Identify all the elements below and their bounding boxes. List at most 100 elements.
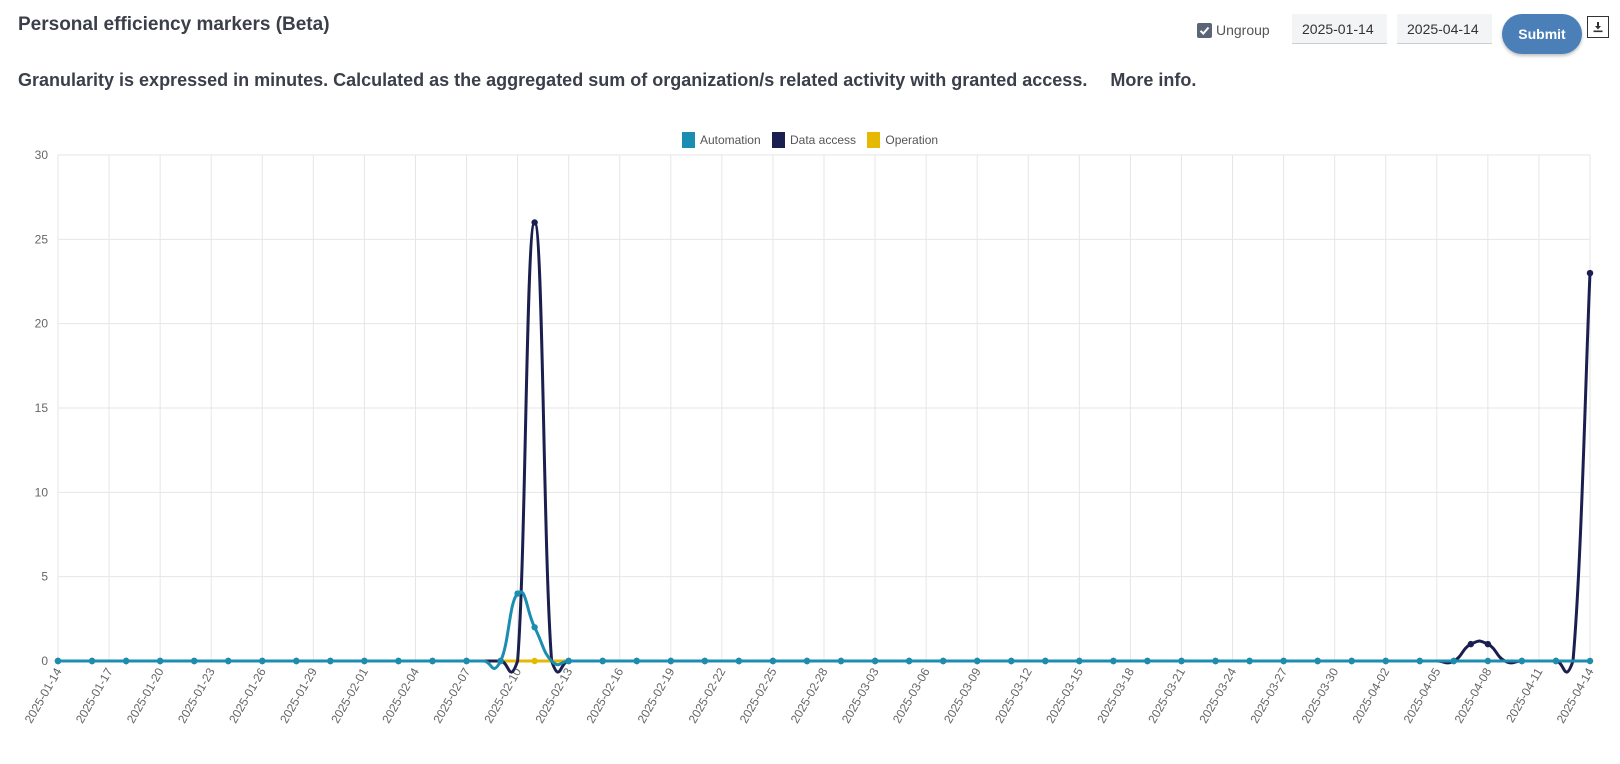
x-tick-label: 2025-01-14 — [22, 665, 65, 725]
data-point — [463, 657, 470, 665]
data-point — [514, 590, 521, 597]
data-point — [54, 657, 62, 665]
end-date-input[interactable] — [1397, 14, 1492, 44]
legend-label: Data access — [789, 133, 857, 147]
x-tick-label: 2025-01-29 — [277, 665, 320, 725]
x-tick-label: 2025-02-25 — [737, 665, 780, 725]
data-point — [1110, 657, 1117, 665]
x-tick-label: 2025-02-16 — [584, 665, 627, 725]
x-tick-label: 2025-02-10 — [481, 665, 524, 725]
data-point — [1518, 657, 1526, 665]
x-tick-label: 2025-03-09 — [941, 665, 984, 725]
data-point — [190, 657, 198, 665]
legend-swatch-automation — [681, 132, 695, 148]
data-point — [939, 657, 947, 665]
data-point — [735, 657, 743, 665]
data-point — [565, 657, 572, 665]
y-tick-label: 5 — [41, 570, 48, 584]
series-line — [57, 590, 1590, 670]
data-point — [531, 657, 538, 665]
ungroup-checkbox[interactable] — [1197, 22, 1212, 38]
y-tick-label: 30 — [35, 148, 49, 162]
data-point — [667, 657, 674, 665]
submit-button[interactable]: Submit — [1502, 14, 1582, 54]
page-title: Personal efficiency markers (Beta) — [18, 14, 330, 35]
x-tick-label: 2025-04-11 — [1503, 665, 1546, 725]
data-point — [531, 219, 538, 226]
x-tick-label: 2025-01-20 — [124, 665, 167, 725]
data-point — [1467, 640, 1475, 648]
data-point — [429, 657, 436, 665]
data-point — [497, 657, 504, 665]
x-tick-label: 2025-03-30 — [1298, 665, 1341, 725]
data-point — [1212, 657, 1219, 665]
x-tick-label: 2025-04-08 — [1452, 665, 1495, 725]
data-point — [1348, 657, 1355, 665]
x-tick-label: 2025-03-15 — [1043, 665, 1086, 725]
x-tick-label: 2025-02-22 — [686, 665, 729, 725]
x-tick-label: 2025-03-03 — [839, 665, 882, 725]
subtitle-text: Granularity is expressed in minutes. Cal… — [18, 70, 1088, 90]
data-point — [293, 657, 300, 665]
x-tick-label: 2025-02-28 — [788, 665, 831, 725]
start-date-input[interactable] — [1292, 14, 1387, 44]
legend-swatch-operation — [867, 132, 881, 148]
legend-item-operation[interactable]: Operation — [867, 132, 938, 148]
data-point — [905, 657, 913, 665]
y-tick-label: 0 — [41, 654, 48, 668]
data-point — [803, 657, 811, 665]
data-point — [769, 657, 777, 665]
chart-legend: Automation Data access Operation — [0, 132, 1620, 151]
data-point — [156, 657, 164, 665]
y-tick-label: 15 — [35, 401, 49, 415]
download-icon — [1593, 22, 1603, 33]
legend-item-data-access[interactable]: Data access — [771, 132, 857, 148]
data-point — [701, 657, 709, 665]
x-tick-label: 2025-02-04 — [379, 665, 422, 725]
subtitle: Granularity is expressed in minutes. Cal… — [18, 70, 1196, 91]
data-point — [1144, 657, 1151, 665]
data-point — [361, 657, 368, 665]
data-point — [531, 624, 538, 631]
x-tick-label: 2025-02-07 — [430, 665, 473, 725]
x-tick-label: 2025-03-06 — [890, 665, 933, 725]
data-point — [1586, 269, 1594, 277]
x-tick-label: 2025-03-27 — [1247, 665, 1290, 725]
legend-item-automation[interactable]: Automation — [681, 132, 761, 148]
data-point — [599, 657, 606, 665]
legend-swatch-data-access — [771, 132, 785, 148]
x-tick-label: 2025-03-18 — [1094, 665, 1137, 725]
legend-label: Automation — [699, 133, 761, 147]
data-point — [259, 657, 266, 665]
x-tick-label: 2025-03-12 — [992, 665, 1035, 725]
x-tick-label: 2025-01-17 — [73, 665, 116, 725]
x-tick-label: 2025-04-02 — [1350, 665, 1393, 725]
data-point — [1246, 657, 1253, 665]
data-point — [974, 657, 981, 665]
data-point — [1484, 657, 1492, 665]
efficiency-chart: Automation Data access Operation 0 5 10 15 2… — [0, 120, 1620, 764]
x-tick-label: 2025-02-19 — [635, 665, 678, 725]
data-point — [327, 657, 334, 665]
data-point — [1586, 657, 1594, 665]
data-point — [1042, 657, 1049, 665]
download-button[interactable] — [1587, 16, 1609, 38]
data-point — [122, 657, 130, 665]
data-point — [1178, 657, 1185, 665]
x-tick-label: 2025-01-26 — [226, 665, 269, 725]
x-tick-label: 2025-03-24 — [1196, 665, 1239, 725]
data-point — [871, 657, 879, 665]
data-point — [1314, 657, 1321, 665]
data-point — [1450, 657, 1458, 665]
data-point — [88, 657, 96, 665]
legend-label: Operation — [885, 133, 939, 147]
x-tick-label: 2025-02-13 — [532, 665, 575, 725]
check-icon — [1199, 26, 1210, 35]
x-tick-label: 2025-02-01 — [328, 665, 371, 725]
y-tick-label: 25 — [35, 232, 49, 246]
ungroup-toggle[interactable]: Ungroup — [1197, 22, 1270, 38]
more-info-link[interactable]: More info. — [1110, 70, 1197, 90]
x-tick-label: 2025-04-14 — [1554, 665, 1597, 725]
data-point — [1076, 657, 1083, 665]
